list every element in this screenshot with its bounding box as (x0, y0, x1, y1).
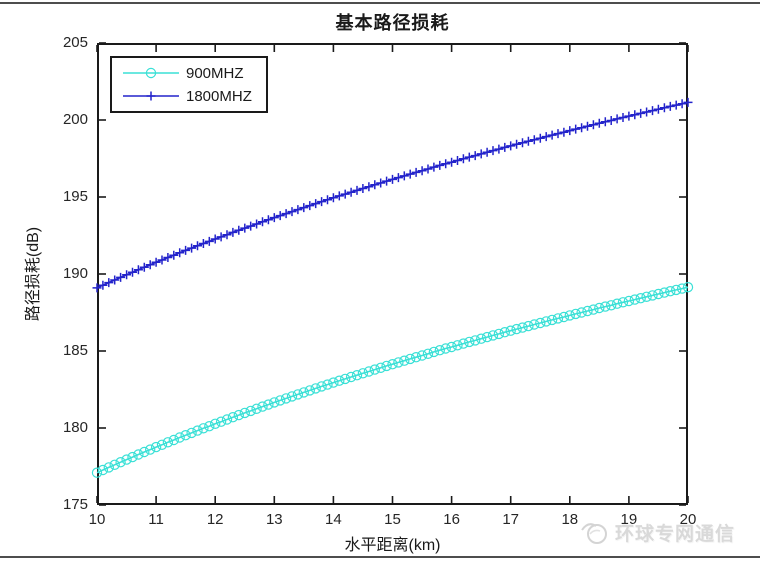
y-tick-label: 180 (62, 419, 88, 436)
x-tick-label: 17 (502, 511, 520, 528)
watermark-text: 环球专网通信 (615, 523, 736, 545)
plot-area: 900MHZ 1800MHZ (91, 42, 694, 506)
y-tick-label: 200 (62, 111, 88, 128)
y-tick-label: 175 (62, 496, 88, 513)
y-axis-label: 路径损耗(dB) (25, 226, 42, 322)
legend-box: 900MHZ 1800MHZ (110, 56, 268, 113)
dove-globe-icon (581, 523, 607, 544)
x-tick-label: 20 (679, 511, 697, 528)
x-tick-label: 15 (384, 511, 401, 528)
legend-entry-900mhz: 900MHZ (122, 64, 252, 82)
x-tick-label: 11 (148, 511, 164, 528)
plot-canvas (91, 42, 694, 506)
legend-sample-circle (123, 67, 179, 79)
legend-label: 1800MHZ (186, 87, 252, 105)
x-tick-label: 13 (265, 511, 283, 528)
y-tick-label: 190 (62, 265, 88, 282)
x-tick-label: 14 (325, 511, 342, 528)
top-divider (0, 2, 760, 4)
bottom-divider (0, 556, 760, 558)
legend-entry-1800mhz: 1800MHZ (122, 87, 252, 105)
y-tick-label: 205 (62, 34, 88, 51)
y-tick-label: 185 (62, 342, 88, 359)
x-tick-label: 16 (443, 511, 460, 528)
watermark: 环球专网通信 (580, 518, 735, 546)
legend-sample-plus (123, 91, 179, 101)
legend-label: 900MHZ (186, 64, 244, 82)
x-tick-label: 10 (88, 511, 106, 528)
x-tick-label: 19 (620, 511, 638, 528)
y-tick-label: 195 (62, 188, 88, 205)
chart-title: 基本路径损耗 (335, 13, 450, 33)
x-axis-label: 水平距离(km) (344, 537, 441, 554)
x-tick-label: 18 (561, 511, 579, 528)
x-tick-label: 12 (206, 511, 224, 528)
